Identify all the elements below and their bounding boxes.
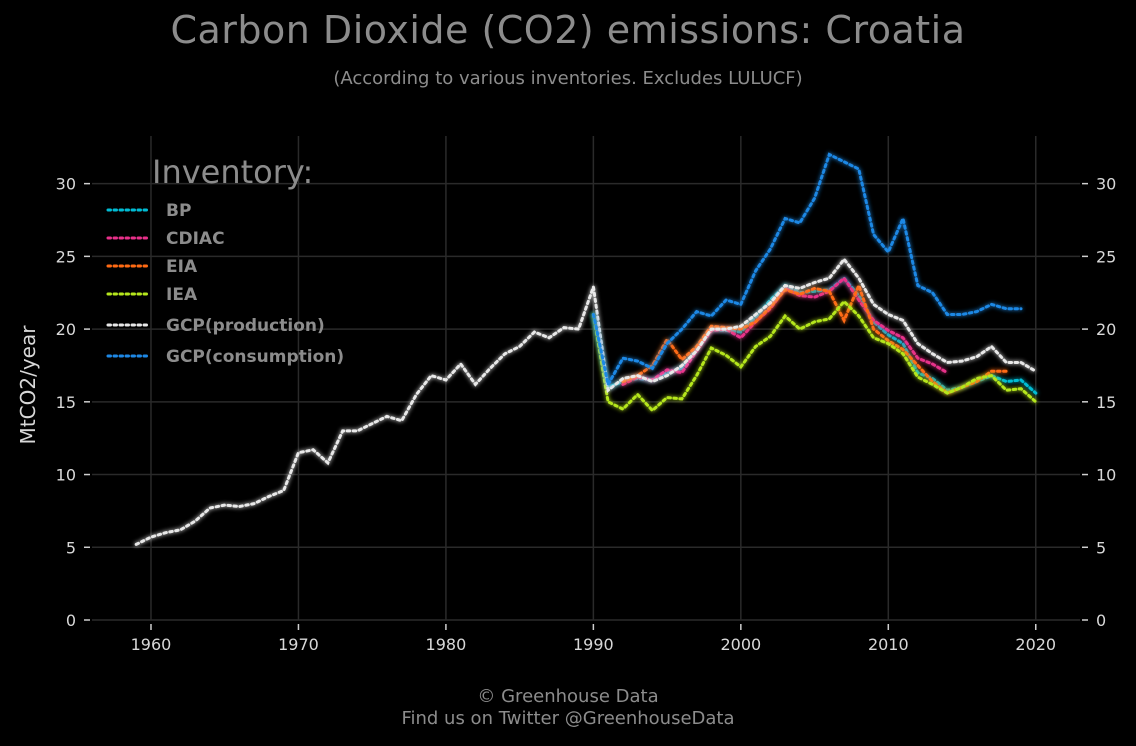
- legend-label-gcp-production: GCP(production): [166, 316, 325, 336]
- legend: Inventory: BP CDIAC EIA IEA GCP(production) G…: [106, 153, 344, 367]
- x-tick-label: 2000: [720, 635, 761, 654]
- series-line-eia: [621, 281, 1008, 395]
- series-line-cdiac: [621, 275, 949, 386]
- x-tick-label: 2010: [868, 635, 909, 654]
- x-tick-label: 1960: [131, 635, 172, 654]
- y-tick-label-right: 30: [1096, 175, 1116, 194]
- legend-title: Inventory:: [152, 153, 313, 191]
- chart-subtitle: (According to various inventories. Exclu…: [333, 68, 803, 89]
- chart-grid: [92, 136, 1080, 621]
- x-tick-label: 1990: [573, 635, 614, 654]
- y-tick-label-right: 20: [1096, 320, 1116, 339]
- series-line-gcp-production: [134, 256, 1038, 546]
- legend-label-gcp-consumption: GCP(consumption): [166, 347, 344, 367]
- y-tick-label: 10: [56, 466, 76, 485]
- legend-label-bp: BP: [166, 201, 191, 221]
- y-tick-label-right: 5: [1096, 538, 1106, 557]
- y-axis-label: MtCO2/year: [16, 325, 40, 445]
- y-tick-label-right: 25: [1096, 247, 1116, 266]
- y-tick-label: 30: [56, 175, 76, 194]
- chart-series: [134, 152, 1038, 546]
- legend-label-eia: EIA: [166, 257, 198, 277]
- y-tick-label: 20: [56, 320, 76, 339]
- series-line-gcp-consumption: [591, 152, 1023, 389]
- x-tick-label: 2020: [1015, 635, 1056, 654]
- x-tick-label: 1970: [278, 635, 319, 654]
- y-tick-label: 25: [56, 247, 76, 266]
- footer: © Greenhouse Data Find us on Twitter @Gr…: [0, 686, 1136, 730]
- y-tick-label: 0: [66, 611, 76, 630]
- y-tick-label: 15: [56, 393, 76, 412]
- y-tick-label-right: 15: [1096, 393, 1116, 412]
- legend-label-iea: IEA: [166, 285, 198, 305]
- y-tick-label: 5: [66, 538, 76, 557]
- chart-title: Carbon Dioxide (CO2) emissions: Croatia: [170, 8, 966, 52]
- copyright-text: © Greenhouse Data: [477, 686, 659, 707]
- y-tick-label-right: 10: [1096, 466, 1116, 485]
- legend-label-cdiac: CDIAC: [166, 229, 225, 249]
- x-tick-label: 1980: [426, 635, 467, 654]
- series-line-bp: [591, 276, 1038, 395]
- series-line-iea: [591, 299, 1038, 413]
- twitter-text: Find us on Twitter @GreenhouseData: [401, 708, 735, 729]
- y-tick-label-right: 0: [1096, 611, 1106, 630]
